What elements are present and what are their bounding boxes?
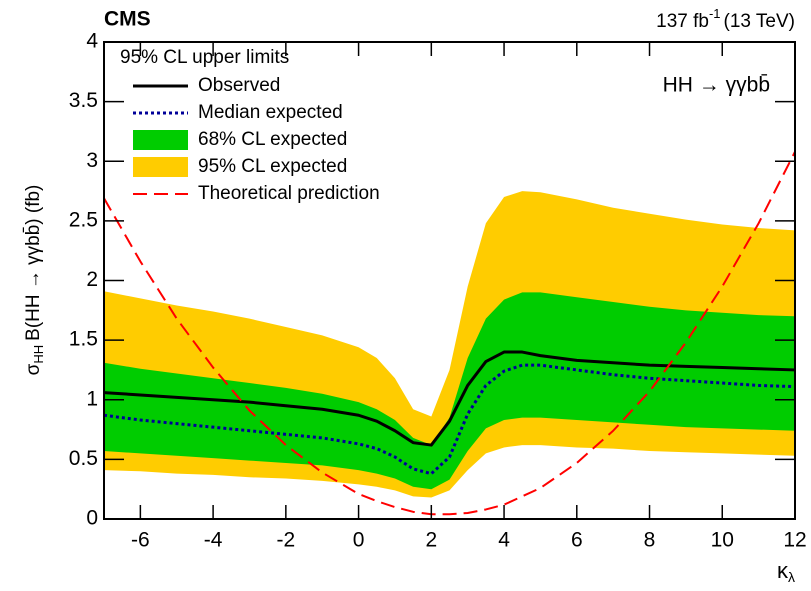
x-tick-label: 8: [644, 529, 656, 552]
x-tick-label: 10: [711, 529, 734, 552]
y-tick-label: 3: [86, 149, 98, 172]
legend-label: 68% CL expected: [198, 129, 347, 150]
lumi-text: 137 fb: [656, 11, 709, 32]
x-tick-label: 12: [783, 529, 806, 552]
lumi-suffix: (13 TeV): [724, 11, 795, 32]
legend-swatch: [133, 157, 188, 177]
line: [103, 151, 796, 516]
y-tick-label: 0: [86, 507, 98, 530]
x-label-subscript: λ: [788, 569, 795, 585]
x-tick-label: -4: [204, 529, 223, 552]
legend-label: 95% CL expected: [198, 156, 347, 177]
x-tick-label: 2: [425, 529, 437, 552]
y-tick-label: 4: [86, 30, 98, 53]
experiment-label: CMS: [104, 8, 151, 31]
lumi-superscript: -1: [709, 6, 721, 21]
plot-area: [103, 151, 796, 516]
legend-label: Observed: [198, 75, 280, 96]
y-label-symbol: σ: [23, 363, 44, 375]
y-tick-label: 0.5: [69, 447, 98, 470]
x-label-symbol: κ: [777, 558, 789, 583]
legend-swatch: [133, 130, 188, 150]
y-label-text: B(HH → γγbb̄) (fb): [23, 185, 44, 341]
x-tick-label: -2: [276, 529, 295, 552]
legend-label: Theoretical prediction: [198, 183, 380, 204]
x-tick-label: -6: [131, 529, 150, 552]
y-tick-label: 3.5: [69, 89, 98, 112]
process-label: HH → γγbb̄: [663, 73, 770, 96]
legend-label: Median expected: [198, 102, 343, 123]
legend-title: 95% CL upper limits: [120, 47, 289, 68]
y-tick-label: 2: [86, 268, 98, 291]
y-tick-label: 1: [86, 387, 98, 410]
line: [103, 363, 796, 476]
y-label-subscript: HH: [31, 345, 46, 364]
y-axis-label: σHH B(HH → γγbb̄) (fb): [23, 185, 46, 376]
y-tick-label: 2.5: [69, 208, 98, 231]
x-tick-label: 6: [571, 529, 583, 552]
band: [104, 292, 795, 490]
x-tick-label: 4: [498, 529, 510, 552]
x-tick-label: 0: [353, 529, 365, 552]
x-axis-label: κλ: [777, 558, 795, 585]
line: [103, 350, 796, 447]
y-tick-label: 1.5: [69, 328, 98, 351]
luminosity-label: 137 fb-1 (13 TeV): [656, 6, 795, 32]
